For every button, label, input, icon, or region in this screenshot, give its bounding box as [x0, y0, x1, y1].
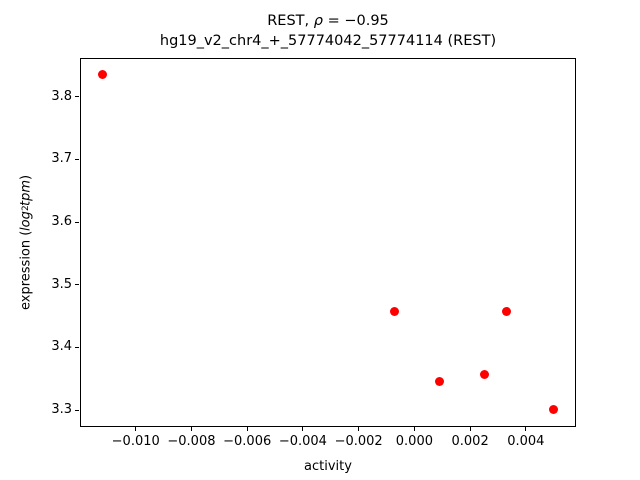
scatter-point: [549, 404, 559, 414]
x-tick-mark: [469, 427, 471, 431]
x-tick-label: 0.000: [395, 434, 433, 449]
y-axis-label-log: log: [18, 211, 34, 232]
y-tick-label: 3.8: [51, 88, 72, 104]
x-tick-label: −0.008: [167, 434, 216, 449]
y-axis-label-subscript: 2: [21, 205, 31, 212]
x-tick-label: 0.002: [451, 434, 489, 449]
y-tick-label: 3.4: [51, 339, 72, 355]
x-axis-label: activity: [304, 459, 352, 474]
x-tick-mark: [525, 427, 527, 431]
y-tick-mark: [75, 158, 79, 160]
plot-area: [80, 58, 576, 427]
chart-title-line2: hg19_v2_chr4_+_57774042_57774114 (REST): [159, 33, 497, 49]
scatter-point: [390, 306, 400, 316]
y-tick-mark: [75, 221, 79, 223]
y-axis-label-prefix: expression (: [18, 231, 34, 311]
y-tick-label: 3.6: [51, 214, 72, 230]
y-tick-mark: [75, 409, 79, 411]
x-tick-mark: [302, 427, 304, 431]
y-axis-label-suffix: ): [18, 174, 34, 180]
scatter-point: [501, 306, 511, 316]
chart-title-line1: REST, ρ = −0.95: [80, 12, 576, 30]
y-tick-mark: [75, 96, 79, 98]
y-tick-label: 3.7: [51, 151, 72, 167]
x-tick-label: 0.004: [507, 434, 545, 449]
scatter-point: [479, 369, 489, 379]
y-tick-mark: [75, 346, 79, 348]
x-tick-mark: [190, 427, 192, 431]
title-rho-symbol: ρ: [313, 13, 323, 29]
x-tick-mark: [246, 427, 248, 431]
x-tick-label: −0.004: [278, 434, 327, 449]
x-tick-mark: [358, 427, 360, 431]
x-tick-mark: [135, 427, 137, 431]
x-tick-mark: [413, 427, 415, 431]
title-prefix: REST,: [267, 13, 314, 29]
y-tick-mark: [75, 284, 79, 286]
y-tick-label: 3.5: [51, 276, 72, 292]
scatter-point: [97, 70, 107, 80]
x-tick-label: −0.010: [111, 434, 160, 449]
y-axis-label-tpm: tpm: [18, 179, 34, 206]
x-tick-label: −0.002: [334, 434, 383, 449]
y-tick-label: 3.3: [51, 402, 72, 418]
scatter-point: [434, 377, 444, 387]
x-tick-label: −0.006: [223, 434, 272, 449]
y-axis-label: expression (log 2 tpm): [16, 58, 36, 427]
title-correlation-value: = −0.95: [322, 13, 389, 29]
